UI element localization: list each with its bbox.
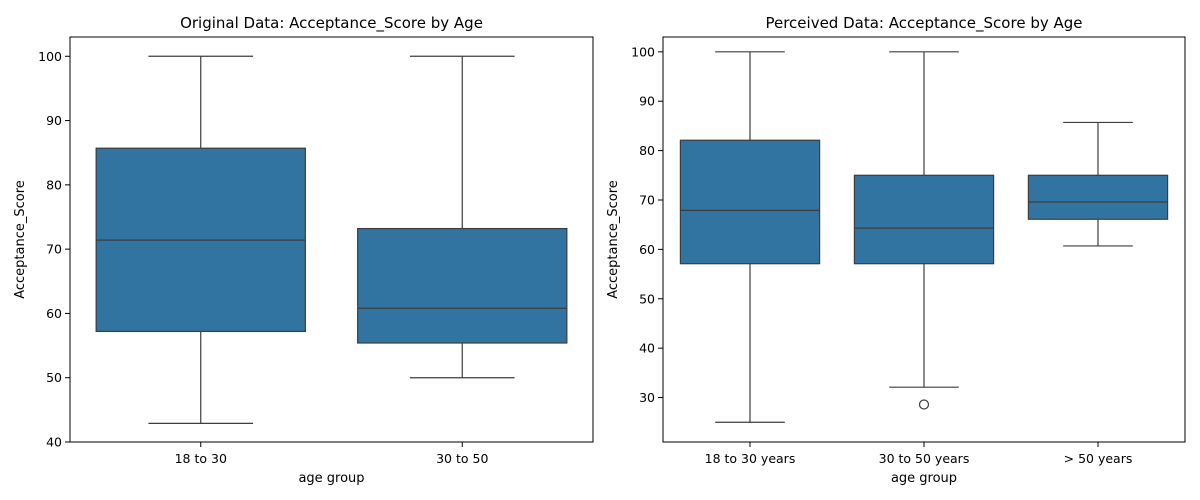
- y-tick-label: 80: [639, 143, 655, 158]
- box-body: [853, 174, 995, 265]
- x-tick-label: 18 to 30: [175, 451, 227, 466]
- x-tick-label: 30 to 50 years: [879, 451, 970, 466]
- box-body: [357, 227, 568, 344]
- chart-title: Perceived Data: Acceptance_Score by Age: [765, 14, 1082, 33]
- y-tick-label: 70: [639, 192, 655, 207]
- box-group-1: [679, 51, 821, 423]
- y-axis-label: Acceptance_Score: [606, 180, 621, 299]
- y-tick-label: 70: [46, 242, 62, 257]
- x-tick-label: 30 to 50: [436, 451, 488, 466]
- chart-title: Original Data: Acceptance_Score by Age: [180, 14, 483, 33]
- y-tick-label: 60: [639, 242, 655, 257]
- plot-frame: [662, 36, 1186, 443]
- box-group-1: [95, 55, 306, 424]
- x-axis-label: age group: [298, 471, 364, 486]
- y-tick-label: 40: [639, 341, 655, 356]
- x-tick-label: > 50 years: [1064, 451, 1133, 466]
- y-tick-label: 60: [46, 306, 62, 321]
- outlier-point: [918, 399, 930, 410]
- y-axis-label: Acceptance_Score: [13, 180, 28, 299]
- box-group-3: [1027, 121, 1169, 247]
- plot-frame: [69, 36, 594, 443]
- y-tick-label: 100: [38, 49, 62, 64]
- box-body: [679, 139, 821, 265]
- box-group-2: [853, 51, 995, 410]
- y-tick-label: 30: [639, 390, 655, 405]
- box-body: [1027, 174, 1169, 220]
- y-tick-label: 50: [639, 291, 655, 306]
- y-tick-label: 40: [46, 435, 62, 450]
- chart-2: Perceived Data: Acceptance_Score by Age 3…: [606, 14, 1186, 486]
- y-tick-label: 50: [46, 370, 62, 385]
- chart-1: Original Data: Acceptance_Score by Age 40…: [13, 14, 594, 486]
- y-tick-label: 80: [46, 177, 62, 192]
- y-tick-label: 90: [639, 94, 655, 109]
- x-axis-label: age group: [891, 471, 957, 486]
- y-tick-label: 100: [631, 44, 655, 59]
- box-group-2: [357, 55, 568, 379]
- y-tick-label: 90: [46, 113, 62, 128]
- x-tick-label: 18 to 30 years: [705, 451, 796, 466]
